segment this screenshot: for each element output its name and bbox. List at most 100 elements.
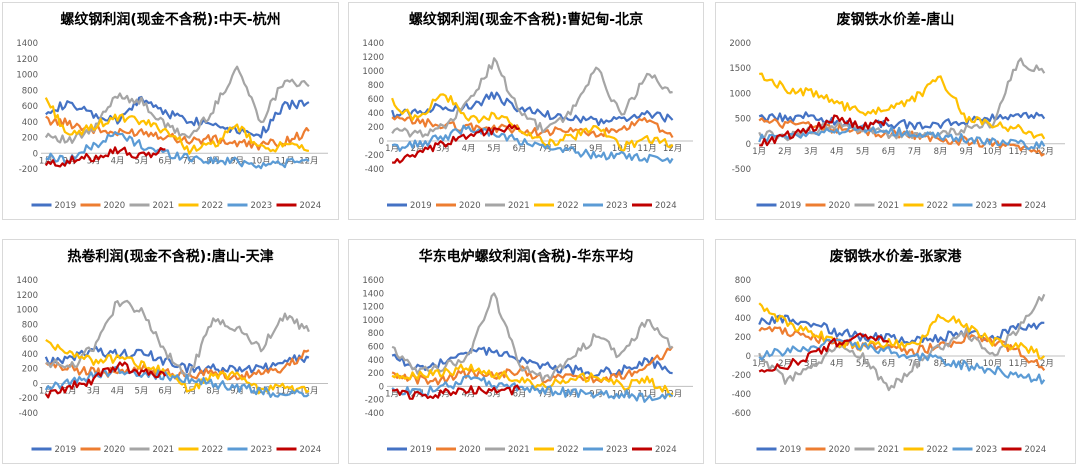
series-line-2023	[391, 124, 674, 164]
legend-label-2024: 2024	[655, 201, 677, 211]
x-tick-label: 1月	[752, 359, 766, 369]
series-line-2019	[45, 95, 310, 139]
series-line-2024	[44, 361, 167, 399]
x-tick-label: 9月	[230, 386, 244, 396]
series-line-2023	[758, 124, 1046, 151]
x-tick-label: 11月	[1009, 359, 1028, 369]
series-line-2024	[44, 146, 166, 168]
x-tick-label: 6月	[513, 144, 527, 154]
y-tick-label: 1400	[16, 39, 38, 49]
x-tick-label: 3月	[87, 386, 101, 396]
x-tick-label: 1月	[39, 386, 53, 396]
x-tick-label: 11月	[275, 386, 294, 396]
x-tick-label: 5月	[134, 386, 148, 396]
legend-label-2020: 2020	[829, 445, 851, 455]
legend-label-2022: 2022	[927, 201, 949, 211]
y-tick-label: -500	[732, 165, 751, 175]
chart-panel-eaf-east-china: 华东电炉螺纹利润(含税)-华东平均 1600 1400 1200 1000 800 600…	[348, 239, 704, 464]
legend-label-2019: 2019	[410, 201, 432, 211]
x-tick-label: 8月	[564, 144, 578, 154]
legend-label-2019: 2019	[410, 445, 432, 455]
chart-title: 热卷利润(现金不含税):唐山-天津	[67, 249, 274, 265]
series-line-2022	[44, 97, 310, 155]
legend-label-2023: 2023	[606, 201, 628, 211]
series-line-2023	[758, 338, 1046, 385]
x-tick-label: 10月	[983, 147, 1002, 157]
x-tick-label: 1月	[385, 144, 399, 154]
y-tick-label: 1400	[16, 276, 38, 286]
y-tick-label: 200	[735, 333, 751, 343]
x-tick-label: 10月	[983, 359, 1002, 369]
series-line-2024	[392, 384, 521, 400]
y-tick-label: 400	[735, 314, 751, 324]
x-tick-label: 4月	[830, 147, 844, 157]
series-line-2022	[759, 72, 1046, 140]
y-tick-label: -200	[19, 165, 38, 175]
x-tick-label: 8月	[934, 359, 948, 369]
series-line-2023	[391, 374, 674, 403]
y-tick-label: 0	[746, 140, 751, 150]
y-tick-label: -200	[365, 151, 384, 161]
legend-label-2022: 2022	[202, 445, 224, 455]
x-tick-label: 12月	[1035, 359, 1054, 369]
y-tick-label: 0	[33, 149, 38, 159]
legend-label-2021: 2021	[153, 445, 175, 455]
y-tick-label: 1400	[362, 39, 384, 49]
y-tick-label: 1000	[729, 89, 751, 99]
y-tick-label: 1200	[16, 291, 38, 301]
y-tick-label: -400	[19, 409, 38, 419]
series-line-2024	[759, 114, 890, 147]
x-tick-label: 5月	[134, 156, 148, 166]
series-line-2023	[45, 131, 310, 170]
y-tick-label: 1200	[16, 55, 38, 65]
y-tick-label: -400	[365, 165, 384, 175]
y-tick-label: 200	[22, 365, 38, 375]
y-tick-label: 600	[735, 295, 751, 305]
x-tick-label: 6月	[882, 147, 896, 157]
y-tick-label: 200	[22, 134, 38, 144]
x-tick-label: 12月	[1035, 147, 1054, 157]
y-tick-label: 600	[22, 102, 38, 112]
x-tick-label: 5月	[487, 389, 501, 399]
x-tick-label: 4月	[111, 156, 125, 166]
legend-label-2019: 2019	[780, 445, 802, 455]
x-tick-label: 11月	[1009, 147, 1028, 157]
x-tick-label: 8月	[934, 147, 948, 157]
y-tick-label: 1500	[729, 64, 751, 74]
y-tick-label: -400	[732, 390, 751, 400]
chart-title: 螺纹钢利润(现金不含税):曹妃甸-北京	[408, 12, 644, 28]
x-tick-label: 8月	[206, 386, 220, 396]
x-tick-label: 3月	[804, 359, 818, 369]
y-tick-label: -600	[732, 409, 751, 419]
x-tick-label: 9月	[960, 147, 974, 157]
legend-label-2019: 2019	[780, 201, 802, 211]
x-tick-label: 5月	[856, 359, 870, 369]
chart-svg: 1400 1200 1000 800 600 400 200 0 -200 -400 1月 2月 3月 4…	[362, 39, 693, 211]
x-tick-label: 6月	[882, 359, 896, 369]
y-tick-label: 600	[368, 343, 384, 353]
y-tick-label: 1600	[362, 276, 384, 286]
y-tick-label: 1000	[16, 306, 38, 316]
x-tick-label: 9月	[589, 144, 603, 154]
y-tick-label: 800	[368, 329, 384, 339]
y-tick-label: 1200	[362, 53, 384, 63]
x-tick-label: 11月	[637, 389, 656, 399]
x-tick-label: 4月	[462, 389, 476, 399]
y-tick-label: 600	[22, 335, 38, 345]
chart-title: 废钢铁水价差-唐山	[836, 12, 955, 28]
y-tick-label: 1200	[362, 303, 384, 313]
series-line-2021	[391, 57, 673, 138]
legend-label-2020: 2020	[459, 201, 481, 211]
series-line-2021	[44, 65, 310, 144]
series-line-2022	[391, 363, 674, 398]
legend-label-2023: 2023	[976, 201, 998, 211]
series-line-2019	[391, 91, 674, 127]
x-tick-label: 11月	[637, 144, 656, 154]
x-tick-label: 2月	[411, 389, 425, 399]
y-tick-label: -200	[732, 371, 751, 381]
y-tick-label: 400	[22, 350, 38, 360]
y-tick-label: 1000	[362, 316, 384, 326]
chart-title: 华东电炉螺纹利润(含税)-华东平均	[418, 249, 634, 265]
